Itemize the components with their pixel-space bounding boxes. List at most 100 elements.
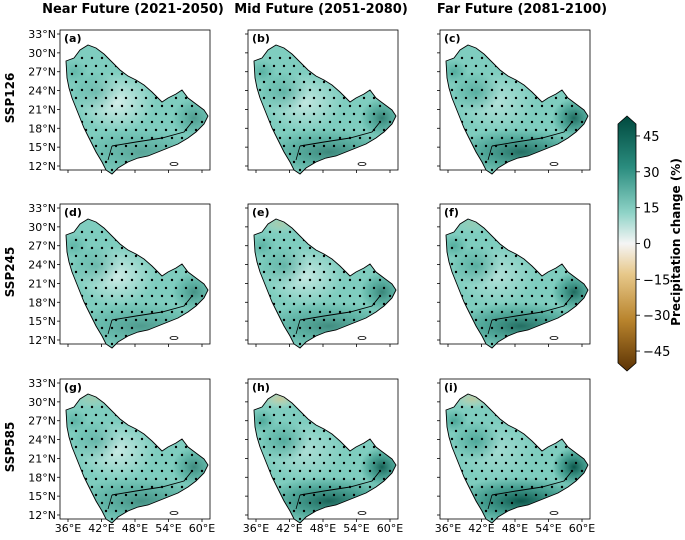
colorbar-bar (617, 115, 637, 372)
internal-border (487, 494, 493, 510)
longitude-tick-label: 48°E (502, 522, 528, 535)
internal-border (491, 470, 573, 496)
map-panel: (a) (57, 29, 211, 175)
longitude-tick-label: 48°E (310, 522, 336, 535)
country-outline (65, 218, 209, 349)
row-title-ssp245: SSP245 (3, 247, 17, 298)
island-outline (549, 336, 559, 341)
longitude-tick-label: 42°E (468, 522, 494, 535)
internal-border (111, 121, 193, 147)
map-panel: (i) (437, 378, 591, 524)
internal-border (299, 121, 381, 147)
longitude-axis: 36°E 42°E 48°E 54°E 60°E 36°E 42°E 48°E 54°E 60°E… (55, 522, 595, 535)
island-outline (549, 511, 559, 516)
colorbar-tick-label: −30 (643, 309, 670, 324)
map-panel: (e) (245, 203, 399, 349)
longitude-tick-label: 54°E (155, 522, 181, 535)
internal-border (107, 494, 113, 510)
internal-border (295, 319, 301, 335)
latitude-tick-label: 33°N (28, 377, 56, 390)
internal-border (491, 295, 573, 321)
latitude-tick-label: 12°N (28, 334, 56, 347)
island-outline (549, 162, 559, 167)
country-outline (253, 393, 397, 524)
longitude-tick-label: 60°E (189, 522, 215, 535)
latitude-tick-label: 30°N (28, 396, 56, 409)
colorbar-tick-label: −15 (643, 273, 670, 288)
latitude-tick-label: 30°N (28, 221, 56, 234)
column-title-mid: Mid Future (2051-2080) (234, 2, 408, 17)
country-outline (65, 44, 209, 175)
latitude-tick-label: 18°N (28, 296, 56, 309)
longitude-tick-label: 36°E (435, 522, 461, 535)
latitude-tick-label: 15°N (28, 141, 56, 154)
internal-border (111, 295, 193, 321)
internal-border (299, 295, 381, 321)
internal-border (107, 145, 113, 161)
latitude-tick-label: 21°N (28, 103, 56, 116)
latitude-tick-label: 24°N (28, 259, 56, 272)
latitude-tick-label: 30°N (28, 47, 56, 60)
latitude-tick-label: 15°N (28, 315, 56, 328)
latitude-tick-label: 12°N (28, 509, 56, 522)
latitude-tick-label: 33°N (28, 202, 56, 215)
longitude-tick-label: 36°E (55, 522, 81, 535)
colorbar-label: Precipitation change (%) (669, 158, 683, 326)
longitude-tick-label: 60°E (569, 522, 595, 535)
colorbar-tick-label: 15 (643, 202, 660, 217)
longitude-tick-label: 48°E (122, 522, 148, 535)
latitude-tick-label: 21°N (28, 277, 56, 290)
latitude-tick-label: 21°N (28, 452, 56, 465)
latitude-tick-label: 18°N (28, 471, 56, 484)
country-outline (445, 44, 589, 175)
map-panel: (b) (245, 29, 399, 175)
internal-border (299, 470, 381, 496)
map-panel: (h) (245, 378, 399, 524)
map-panels: (a) (b) (c) (d) (e) (f) (g) (h) (i) (57, 29, 591, 524)
latitude-tick-label: 12°N (28, 160, 56, 173)
colorbar-tick-label: 30 (643, 166, 660, 181)
internal-border (111, 470, 193, 496)
panel-label: (a) (64, 32, 81, 45)
colorbar-tick-label: 45 (643, 130, 660, 145)
latitude-tick-label: 24°N (28, 434, 56, 447)
column-title-far: Far Future (2081-2100) (437, 2, 607, 17)
map-panel: (c) (437, 29, 591, 175)
island-outline (169, 336, 179, 341)
map-panel: (f) (437, 203, 591, 349)
internal-border (107, 319, 113, 335)
latitude-tick-label: 33°N (28, 28, 56, 41)
panel-label: (g) (64, 381, 82, 394)
island-outline (357, 511, 367, 516)
island-outline (169, 162, 179, 167)
panel-label: (d) (64, 206, 82, 219)
internal-border (487, 319, 493, 335)
longitude-tick-label: 36°E (243, 522, 269, 535)
internal-border (491, 121, 573, 147)
latitude-tick-label: 27°N (28, 240, 56, 253)
country-outline (253, 218, 397, 349)
column-title-near: Near Future (2021-2050) (42, 2, 224, 17)
latitude-tick-label: 15°N (28, 490, 56, 503)
map-panel: (d) (57, 203, 211, 349)
longitude-tick-label: 42°E (276, 522, 302, 535)
longitude-tick-label: 42°E (88, 522, 114, 535)
latitude-tick-label: 18°N (28, 122, 56, 135)
longitude-tick-label: 60°E (377, 522, 403, 535)
country-outline (253, 44, 397, 175)
island-outline (357, 162, 367, 167)
colorbar-tick-label: −45 (643, 345, 670, 360)
country-outline (445, 218, 589, 349)
internal-border (295, 494, 301, 510)
internal-border (487, 145, 493, 161)
row-title-ssp126: SSP126 (3, 73, 17, 124)
row-title-ssp585: SSP585 (3, 422, 17, 473)
country-outline (65, 393, 209, 524)
island-outline (357, 336, 367, 341)
country-outline (445, 393, 589, 524)
panel-label: (f) (444, 206, 459, 219)
panel-label: (e) (252, 206, 270, 219)
internal-border (295, 145, 301, 161)
map-panel: (g) (57, 378, 211, 524)
latitude-tick-label: 27°N (28, 415, 56, 428)
